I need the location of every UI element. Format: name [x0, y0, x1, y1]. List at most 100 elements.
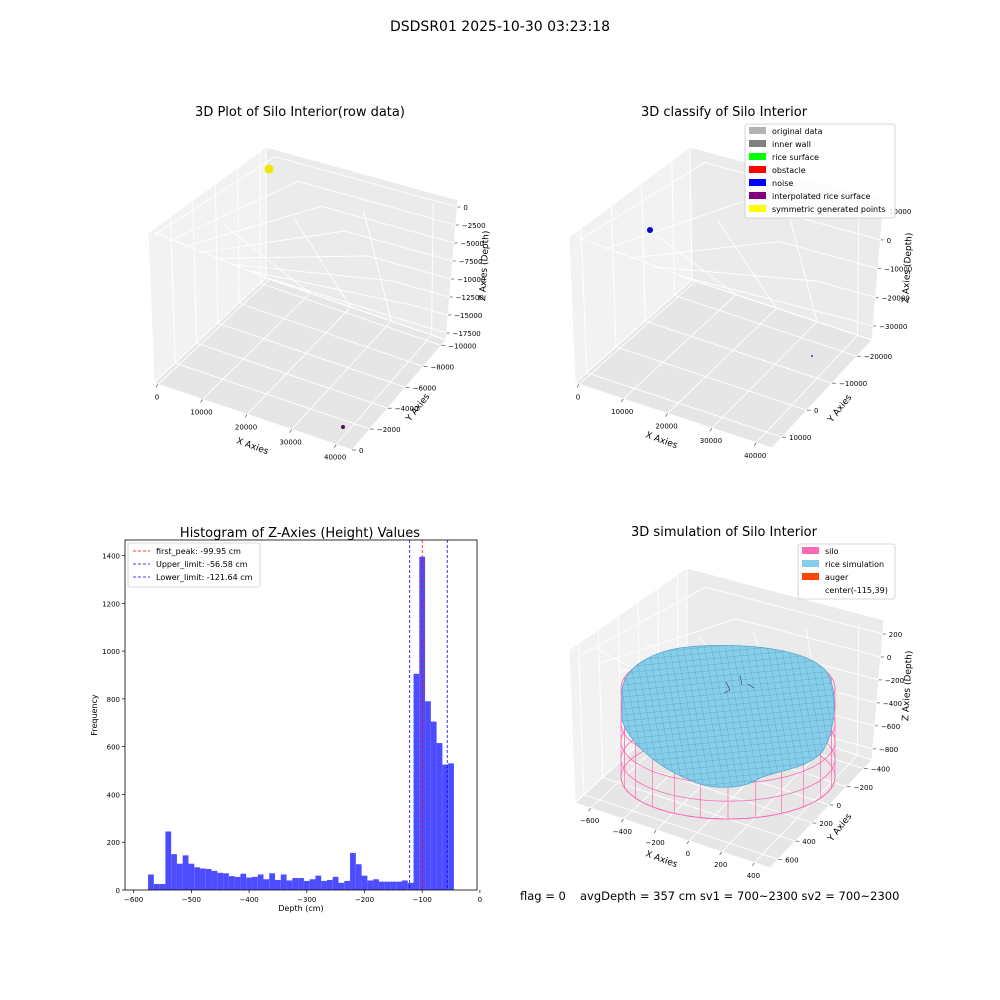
grid-line-x [575, 235, 696, 282]
histogram-bar [448, 763, 454, 890]
grid-line-x [291, 320, 392, 430]
z-tick-label: −200 [885, 677, 904, 685]
histogram-bar [436, 743, 443, 890]
y-tick-label: −4000 [395, 405, 419, 413]
mesh-line [702, 645, 734, 788]
grid-line-x [755, 334, 858, 444]
panel-3-bars [148, 556, 454, 890]
mesh-line [681, 645, 713, 788]
histogram-bar [390, 881, 397, 890]
footer-flag: flag = 0 [520, 889, 566, 903]
x-tick-mark [576, 384, 580, 388]
histogram-bar [332, 876, 339, 890]
panel-3-frame [124, 539, 478, 891]
z-tick-label: −30000 [879, 323, 907, 331]
legend-label: interpolated rice surface [772, 192, 870, 201]
legend-label: rice simulation [825, 560, 884, 569]
legend-label: Lower_limit: -121.64 cm [156, 573, 253, 582]
legend-swatch [749, 140, 766, 147]
panel-1-grid [147, 151, 458, 451]
mesh-line [621, 711, 835, 735]
mesh-line [621, 657, 835, 681]
x-tick-mark [244, 414, 248, 418]
histogram-bar [223, 873, 229, 890]
grid-line-x [202, 292, 311, 400]
grid-line-z [199, 230, 345, 254]
grid-line-z [244, 269, 414, 306]
x-tick-label: −400 [613, 828, 632, 836]
histogram-bar [217, 872, 224, 890]
histogram-bar [425, 701, 431, 890]
legend-swatch [749, 127, 766, 134]
z-tick-label: 200 [889, 631, 902, 639]
legend-swatch [749, 192, 766, 199]
grid-line-x [667, 307, 777, 414]
y-tick-label: 600 [785, 856, 798, 864]
panel-4-xlabel: X Axies [644, 849, 679, 870]
grid-line-y [674, 295, 858, 357]
histogram-bar [211, 870, 218, 890]
histogram-bar [396, 881, 402, 890]
mesh-line [621, 717, 835, 741]
legend-items: first_peak: -99.95 cm Upper_limit: -56.58… [133, 547, 253, 582]
grid-line-y [586, 372, 783, 438]
histogram-bar [286, 880, 293, 890]
z-tick-label: 0 [463, 204, 467, 212]
histogram-bar [263, 879, 270, 890]
panel-3-vlines [409, 540, 448, 890]
grid-line-x [857, 202, 860, 336]
grid-line-y [580, 227, 588, 373]
legend-swatch [749, 153, 766, 160]
histogram-bar [275, 879, 281, 890]
mesh-line [621, 645, 835, 663]
grid-line-y [597, 629, 604, 778]
legend-items: original data inner wall rice surface obsta… [749, 127, 885, 214]
histogram-bar [251, 876, 258, 890]
panel-3-xlabel: Depth (cm) [278, 904, 323, 913]
panel-histogram: Histogram of Z-Axies (Height) Values −60… [90, 526, 482, 913]
panel-1-panes [147, 146, 459, 451]
grid-line-x [622, 294, 737, 400]
x-tick-label: 20000 [655, 423, 677, 431]
x-tick-label: 40000 [744, 452, 766, 460]
y-tick-label: −10000 [448, 343, 476, 351]
rice-simulation-surface [621, 645, 835, 788]
mesh-line [621, 735, 835, 759]
legend-label: inner wall [772, 140, 811, 149]
grid-line-z [229, 263, 391, 282]
y-tick-label: 800 [107, 696, 120, 704]
x-tick-label: 20000 [235, 423, 257, 431]
mesh-line [667, 645, 699, 788]
grid-line-x [293, 217, 351, 308]
footer-stats: avgDepth = 357 cm sv1 = 700~2300 sv2 = 7… [580, 889, 899, 903]
x-tick-label: 10000 [611, 408, 633, 416]
panel-1-xlabel: X Axies [235, 436, 270, 457]
figure-suptitle: DSDSR01 2025-10-30 03:23:18 [390, 19, 610, 35]
legend-label: center(-115,39) [825, 586, 888, 595]
legend-swatch [749, 205, 766, 212]
x-tick-label: 400 [747, 872, 760, 880]
z-tick-label: −10000 [457, 276, 485, 284]
x-tick-mark [686, 840, 690, 845]
grid-line-z [735, 618, 881, 658]
histogram-bar [367, 880, 374, 890]
mesh-line [744, 645, 776, 788]
mesh-line [730, 645, 762, 788]
grid-line-y [621, 759, 813, 824]
panel-3-ticks: −600 −500 −400 −300 −200 −100 0 0 200 400 600 800 10… [102, 553, 482, 904]
panel-1-title: 3D Plot of Silo Interior(row data) [195, 105, 405, 120]
grid-line-z [153, 156, 276, 236]
x-tick-label: 40000 [324, 454, 346, 462]
panel-2-legend: original data inner wall rice surface obsta… [744, 123, 896, 219]
legend-swatch [802, 547, 819, 554]
grid-line-x [246, 306, 351, 415]
histogram-bar [355, 864, 362, 890]
y-tick-label: 200 [107, 839, 120, 847]
legend-label: obstacle [772, 166, 806, 175]
panel-4-zlabel: Z Axies (Depth) [901, 650, 915, 721]
z-tick-label: −800 [879, 746, 898, 754]
mesh-line [621, 729, 835, 753]
y-tick-label: −2000 [377, 426, 401, 434]
histogram-bar [194, 867, 201, 890]
y-tick-label: −8000 [430, 363, 454, 371]
